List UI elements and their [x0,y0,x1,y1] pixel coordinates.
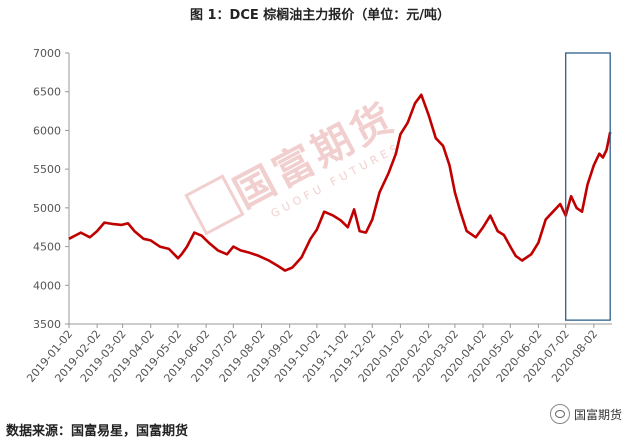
wechat-icon [549,404,570,424]
highlight-box [565,52,611,321]
brand-name: 国富期货 [573,407,622,422]
y-tick-label: 5500 [33,163,61,176]
y-tick-label: 4000 [33,279,61,292]
y-tick-label: 6000 [33,124,61,137]
y-tick-label: 6500 [33,86,61,99]
y-tick-label: 5000 [33,202,61,215]
y-tick-label: 4500 [33,241,61,254]
y-tick-label: 7000 [33,47,61,60]
y-tick-label: 3500 [33,318,61,331]
brand-badge: 国富期货 [549,404,622,424]
price-line-chart: 350040004500500055006000650070002019-01-… [24,47,612,385]
price-series-line [68,93,612,272]
data-source-note: 数据来源：国富易星，国富期货 [6,424,189,439]
chart-title: 图 1：DCE 棕榈油主力报价（单位：元/吨） [189,8,451,23]
